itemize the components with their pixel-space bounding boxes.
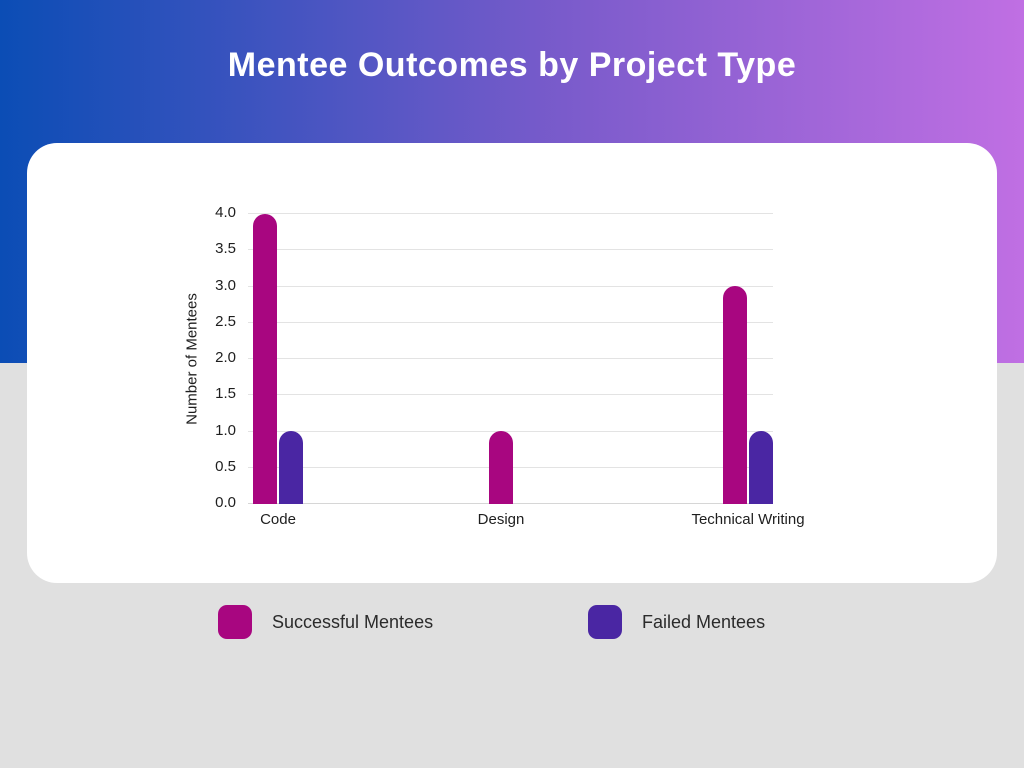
gridline-y-3.0	[248, 285, 773, 287]
y-tick-label: 3.5	[215, 240, 236, 258]
gridline-y-1.0	[248, 430, 773, 432]
bar-code-successful	[253, 214, 277, 504]
gridline-y-3.5	[248, 249, 773, 251]
legend-swatch-icon	[588, 605, 622, 639]
bar-code-failed	[279, 431, 303, 504]
y-tick-label: 0.5	[215, 457, 236, 475]
legend-swatch-icon	[218, 605, 252, 639]
gridline-y-4.0	[248, 213, 773, 214]
chart-card: Number of Mentees 0.0 0.5 1.0 1.5 2.0 2.5 3.0 3…	[27, 143, 997, 583]
page-title: Mentee Outcomes by Project Type	[227, 46, 797, 84]
y-tick-label: 4.0	[215, 204, 236, 221]
gridline-y-1.5	[248, 394, 773, 396]
y-tick-label: 0.0	[215, 494, 236, 511]
legend-label: Successful Mentees	[272, 612, 434, 632]
x-axis-label-code: Code	[260, 511, 296, 528]
x-axis-label-design: Design	[477, 511, 525, 528]
chart-legend: Successful Mentees Failed Mentees	[0, 605, 1024, 645]
y-tick-label: 1.0	[215, 421, 236, 439]
y-tick-label: 2.5	[215, 312, 236, 330]
bar-technical-writing-failed	[749, 431, 773, 504]
bar-design-successful	[489, 431, 513, 504]
x-axis-label-technical-writing: Technical Writing	[691, 511, 805, 528]
y-tick-label: 3.0	[215, 276, 236, 294]
bar-technical-writing-successful	[723, 286, 747, 504]
legend-item-successful-mentees: Successful Mentees	[218, 605, 433, 639]
gridline-y-2.5	[248, 321, 773, 323]
bar-chart-plot: Number of Mentees 0.0 0.5 1.0 1.5 2.0 2.5 3.0 3…	[184, 204, 805, 528]
legend-item-failed-mentees: Failed Mentees	[588, 605, 765, 639]
y-tick-label: 1.5	[215, 385, 236, 403]
y-tick-label: 2.0	[215, 349, 236, 366]
gridline-y-2.0	[248, 358, 773, 359]
legend-label: Failed Mentees	[642, 612, 766, 632]
